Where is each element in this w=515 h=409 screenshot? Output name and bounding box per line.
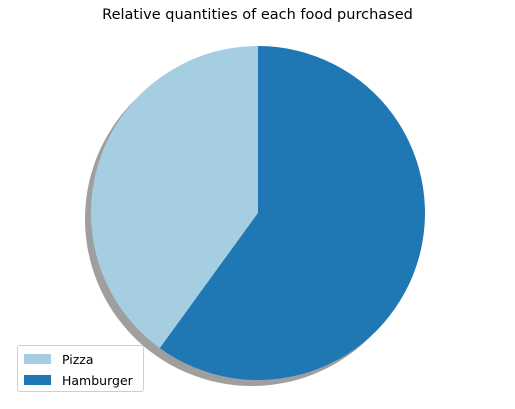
pie-slice-hamburger <box>159 46 425 380</box>
legend-label-hamburger: Hamburger <box>62 372 133 388</box>
legend-swatch-pizza <box>24 354 51 364</box>
pie-slices <box>90 46 425 380</box>
legend-label-pizza: Pizza <box>62 351 94 367</box>
legend-item-hamburger: Hamburger <box>24 372 133 388</box>
chart-title: Relative quantities of each food purchas… <box>102 7 413 23</box>
legend: Pizza Hamburger <box>17 345 144 392</box>
legend-item-pizza: Pizza <box>24 351 94 367</box>
legend-swatch-hamburger <box>24 375 51 385</box>
pie-slice-pizza <box>90 46 258 349</box>
